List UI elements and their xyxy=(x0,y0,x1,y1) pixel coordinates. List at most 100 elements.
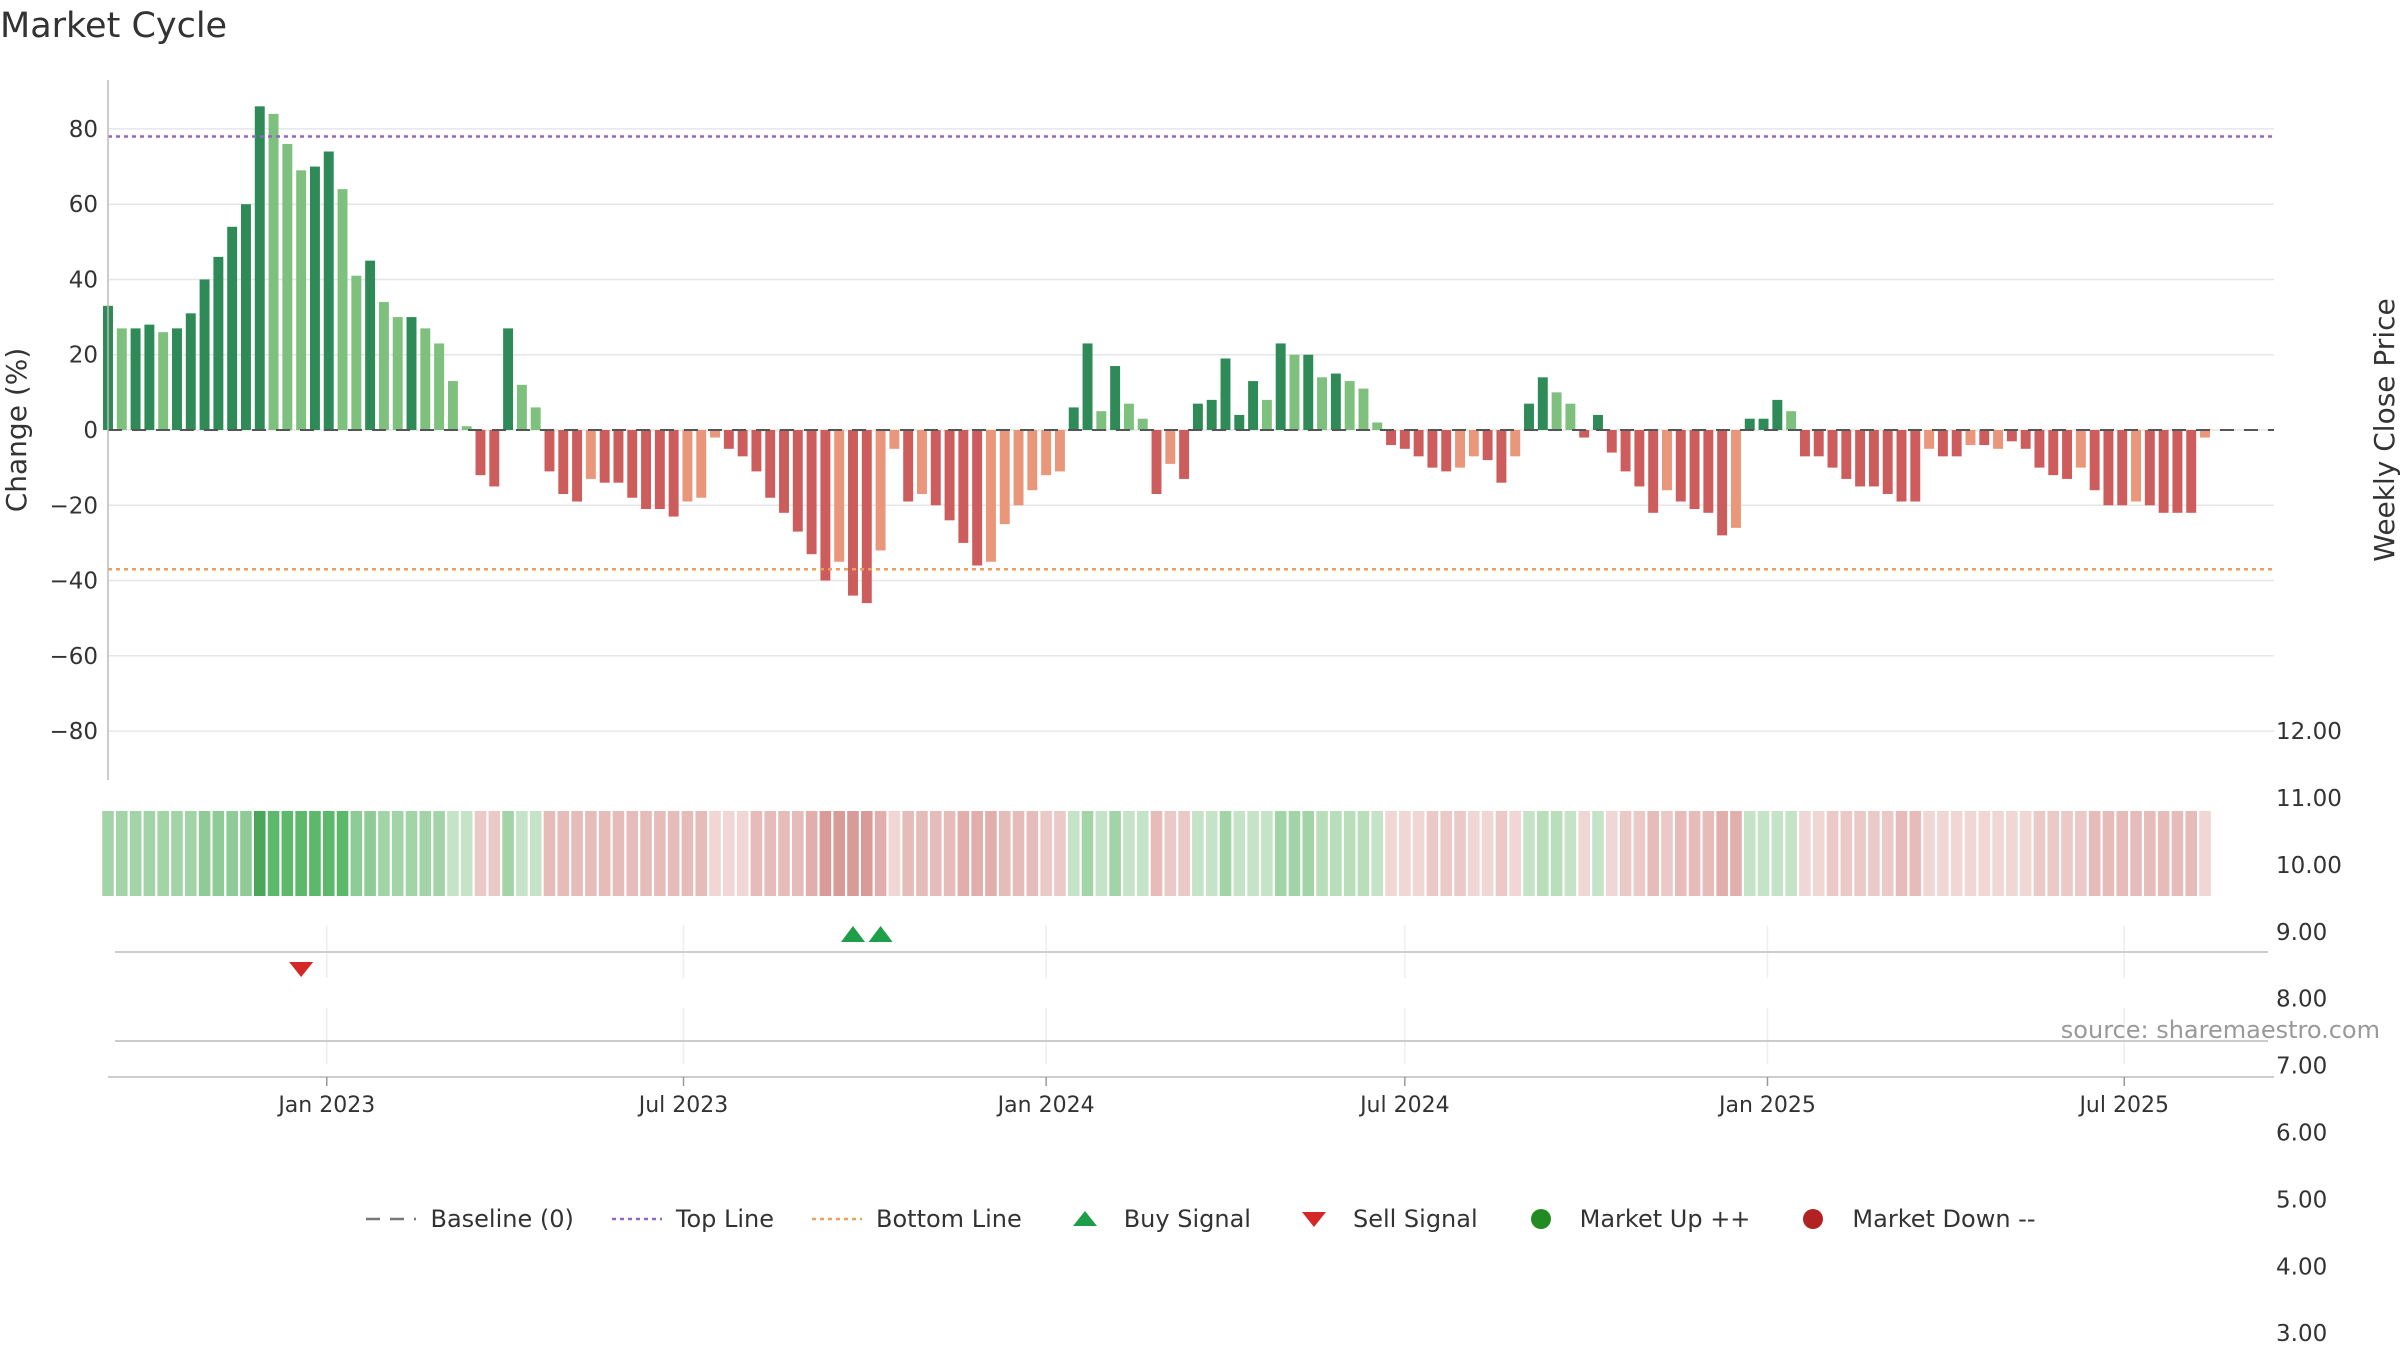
legend-swatch-dot-icon xyxy=(1786,1208,1840,1230)
y2-tick-label: 9.00 xyxy=(2276,920,2327,946)
bar xyxy=(406,317,417,430)
heat-cell xyxy=(488,811,501,896)
heat-cell xyxy=(1399,811,1411,896)
legend-swatch-triangle-up-icon xyxy=(1058,1208,1112,1230)
heat-cell xyxy=(1895,811,1908,896)
bar xyxy=(213,256,224,430)
legend-swatch-dot-icon xyxy=(1514,1208,1568,1230)
bar xyxy=(1179,430,1190,479)
heat-cell xyxy=(709,811,721,896)
bar xyxy=(296,170,307,431)
legend-dot xyxy=(1530,1209,1551,1229)
bar xyxy=(2158,430,2169,513)
heat-cell xyxy=(212,811,225,896)
heat-cell xyxy=(309,811,321,896)
heat-cell xyxy=(1067,811,1080,896)
heat-cell xyxy=(1136,811,1149,896)
heat-cell xyxy=(1509,811,1522,896)
bar xyxy=(2075,430,2086,468)
bar xyxy=(1303,354,1314,430)
y2-tick-label: 8.00 xyxy=(2276,987,2327,1013)
bar xyxy=(309,166,320,430)
heat-cell xyxy=(157,811,169,896)
y2-tick-label: 6.00 xyxy=(2276,1121,2327,1147)
heat-cell xyxy=(543,811,556,896)
legend-item: Bottom Line xyxy=(810,1205,1022,1233)
bar xyxy=(1841,430,1852,479)
bar xyxy=(2186,430,2197,513)
bar xyxy=(903,430,914,502)
heat-cell xyxy=(1468,811,1480,896)
heat-cell xyxy=(929,811,942,896)
legend-label: Baseline (0) xyxy=(430,1205,574,1233)
heat-cell xyxy=(1923,811,1935,896)
bar xyxy=(751,430,762,472)
bar xyxy=(2062,430,2073,479)
bar xyxy=(434,343,445,430)
bar xyxy=(930,430,941,506)
bar xyxy=(2048,430,2059,476)
legend-item: Buy Signal xyxy=(1058,1205,1251,1233)
bar xyxy=(1979,430,1990,446)
heat-cell xyxy=(1799,811,1811,896)
heat-cell xyxy=(184,811,197,896)
y2-tick-label: 5.00 xyxy=(2276,1187,2327,1213)
heat-cell xyxy=(1964,811,1977,896)
heat-cell xyxy=(985,811,997,896)
heat-cell xyxy=(888,811,901,896)
heat-cell xyxy=(557,811,570,896)
heat-cell xyxy=(598,811,611,896)
bar xyxy=(572,430,583,502)
heat-cell xyxy=(819,811,832,896)
bar xyxy=(420,328,431,430)
bar xyxy=(999,430,1010,525)
bar xyxy=(378,302,389,430)
buy-signal-marker xyxy=(868,926,893,942)
heat-cell xyxy=(1757,811,1770,896)
signals-panel xyxy=(115,925,2268,1064)
y2-tick-label: 3.00 xyxy=(2276,1321,2327,1347)
bar xyxy=(172,328,182,430)
bar xyxy=(268,113,279,430)
heat-cell xyxy=(2157,811,2170,896)
legend-swatch-dotted-line-icon xyxy=(810,1208,864,1230)
heat-cell xyxy=(1840,811,1853,896)
heat-cell xyxy=(1716,811,1728,896)
heat-cell xyxy=(1330,811,1342,896)
heat-cell xyxy=(1288,811,1301,896)
heat-cell xyxy=(322,811,335,896)
bar xyxy=(1730,430,1741,528)
heat-cell xyxy=(102,811,114,896)
x-tick-label: Jul 2024 xyxy=(1358,1093,1450,1118)
bar xyxy=(1248,381,1259,430)
heat-cell xyxy=(1909,811,1922,896)
heat-cell xyxy=(2185,811,2198,896)
bar xyxy=(779,430,789,513)
heat-cell xyxy=(129,811,142,896)
bar xyxy=(158,332,169,430)
heat-cell xyxy=(860,811,873,896)
bar xyxy=(1620,430,1631,472)
bar xyxy=(144,324,155,430)
y2-tick-label: 10.00 xyxy=(2276,853,2342,879)
bar xyxy=(1427,430,1438,468)
y-tick-label: 60 xyxy=(69,192,98,218)
bar xyxy=(2200,430,2210,438)
heat-cell xyxy=(778,811,790,896)
heat-cell xyxy=(847,811,859,896)
bar xyxy=(282,143,293,430)
y2-tick-label: 4.00 xyxy=(2276,1254,2327,1280)
x-tick-label: Jan 2025 xyxy=(1717,1093,1816,1118)
y-tick-label: 80 xyxy=(69,117,98,143)
bar xyxy=(1068,407,1079,430)
heat-cell xyxy=(474,811,487,896)
y-tick-label: −60 xyxy=(49,644,98,670)
y2-axis-title: Weekly Close Price xyxy=(2368,298,2400,561)
heat-cell xyxy=(1578,811,1590,896)
heat-cell xyxy=(1702,811,1715,896)
bar xyxy=(254,106,265,430)
heat-cell xyxy=(1992,811,2004,896)
x-tick-label: Jul 2025 xyxy=(2077,1093,2169,1118)
bar xyxy=(392,317,403,430)
bar xyxy=(1579,430,1590,438)
